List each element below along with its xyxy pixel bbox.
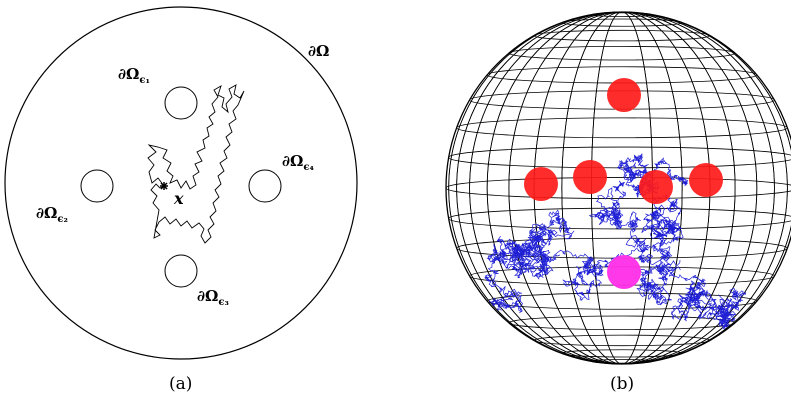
latitude-line bbox=[448, 207, 791, 230]
outer-boundary-label: ∂Ω bbox=[308, 42, 329, 60]
absorbing-disk bbox=[573, 160, 607, 194]
brownian-segment bbox=[588, 180, 684, 306]
longitude-line bbox=[456, 11, 788, 365]
panel-b: (b) bbox=[445, 11, 791, 394]
hole-eps2 bbox=[80, 169, 114, 203]
latitude-line bbox=[508, 45, 736, 61]
absorbing-disk bbox=[689, 163, 723, 197]
latitude-line bbox=[445, 177, 791, 199]
latitude-line bbox=[533, 29, 711, 42]
outer-boundary-circle bbox=[4, 6, 358, 360]
hole-label-eps1: ∂Ωϵ₁ bbox=[118, 65, 150, 86]
longitude-line bbox=[448, 11, 791, 365]
latitude-line bbox=[508, 315, 736, 331]
brownian-path bbox=[484, 153, 747, 330]
start-point-star bbox=[160, 182, 168, 190]
longitude-line bbox=[469, 11, 775, 365]
brownian-segment bbox=[667, 259, 747, 330]
hole-label-eps2: ∂Ωϵ₂ bbox=[36, 204, 68, 225]
brownian-segment bbox=[484, 235, 561, 313]
hole-eps3 bbox=[164, 254, 198, 288]
absorbing-disk bbox=[524, 167, 558, 201]
disk-markers bbox=[524, 78, 723, 289]
longitude-line bbox=[456, 11, 788, 365]
longitude-line bbox=[469, 11, 775, 365]
absorbing-disk bbox=[639, 170, 673, 204]
latitude-line bbox=[486, 292, 758, 310]
latitude-line bbox=[561, 18, 683, 27]
hole-label-eps3: ∂Ωϵ₃ bbox=[197, 287, 229, 308]
start-point-label: x bbox=[173, 189, 184, 208]
start-disk bbox=[607, 255, 641, 289]
caption-a: (a) bbox=[169, 374, 192, 394]
random-walk-path bbox=[147, 84, 245, 244]
latitude-line bbox=[533, 334, 711, 347]
latitude-line bbox=[456, 117, 788, 139]
panel-a: x ∂Ω ∂Ωϵ₁ ∂Ωϵ₂ ∂Ωϵ₃ ∂Ωϵ₄ (a) bbox=[4, 6, 358, 394]
hole-eps1 bbox=[164, 86, 198, 120]
hole-label-eps4: ∂Ωϵ₄ bbox=[282, 152, 314, 173]
absorbing-disk bbox=[607, 78, 641, 112]
caption-b: (b) bbox=[610, 374, 634, 394]
hole-eps4 bbox=[248, 169, 282, 203]
latitude-line bbox=[561, 349, 683, 358]
latitude-line bbox=[448, 146, 791, 169]
brownian-segment bbox=[524, 209, 681, 301]
